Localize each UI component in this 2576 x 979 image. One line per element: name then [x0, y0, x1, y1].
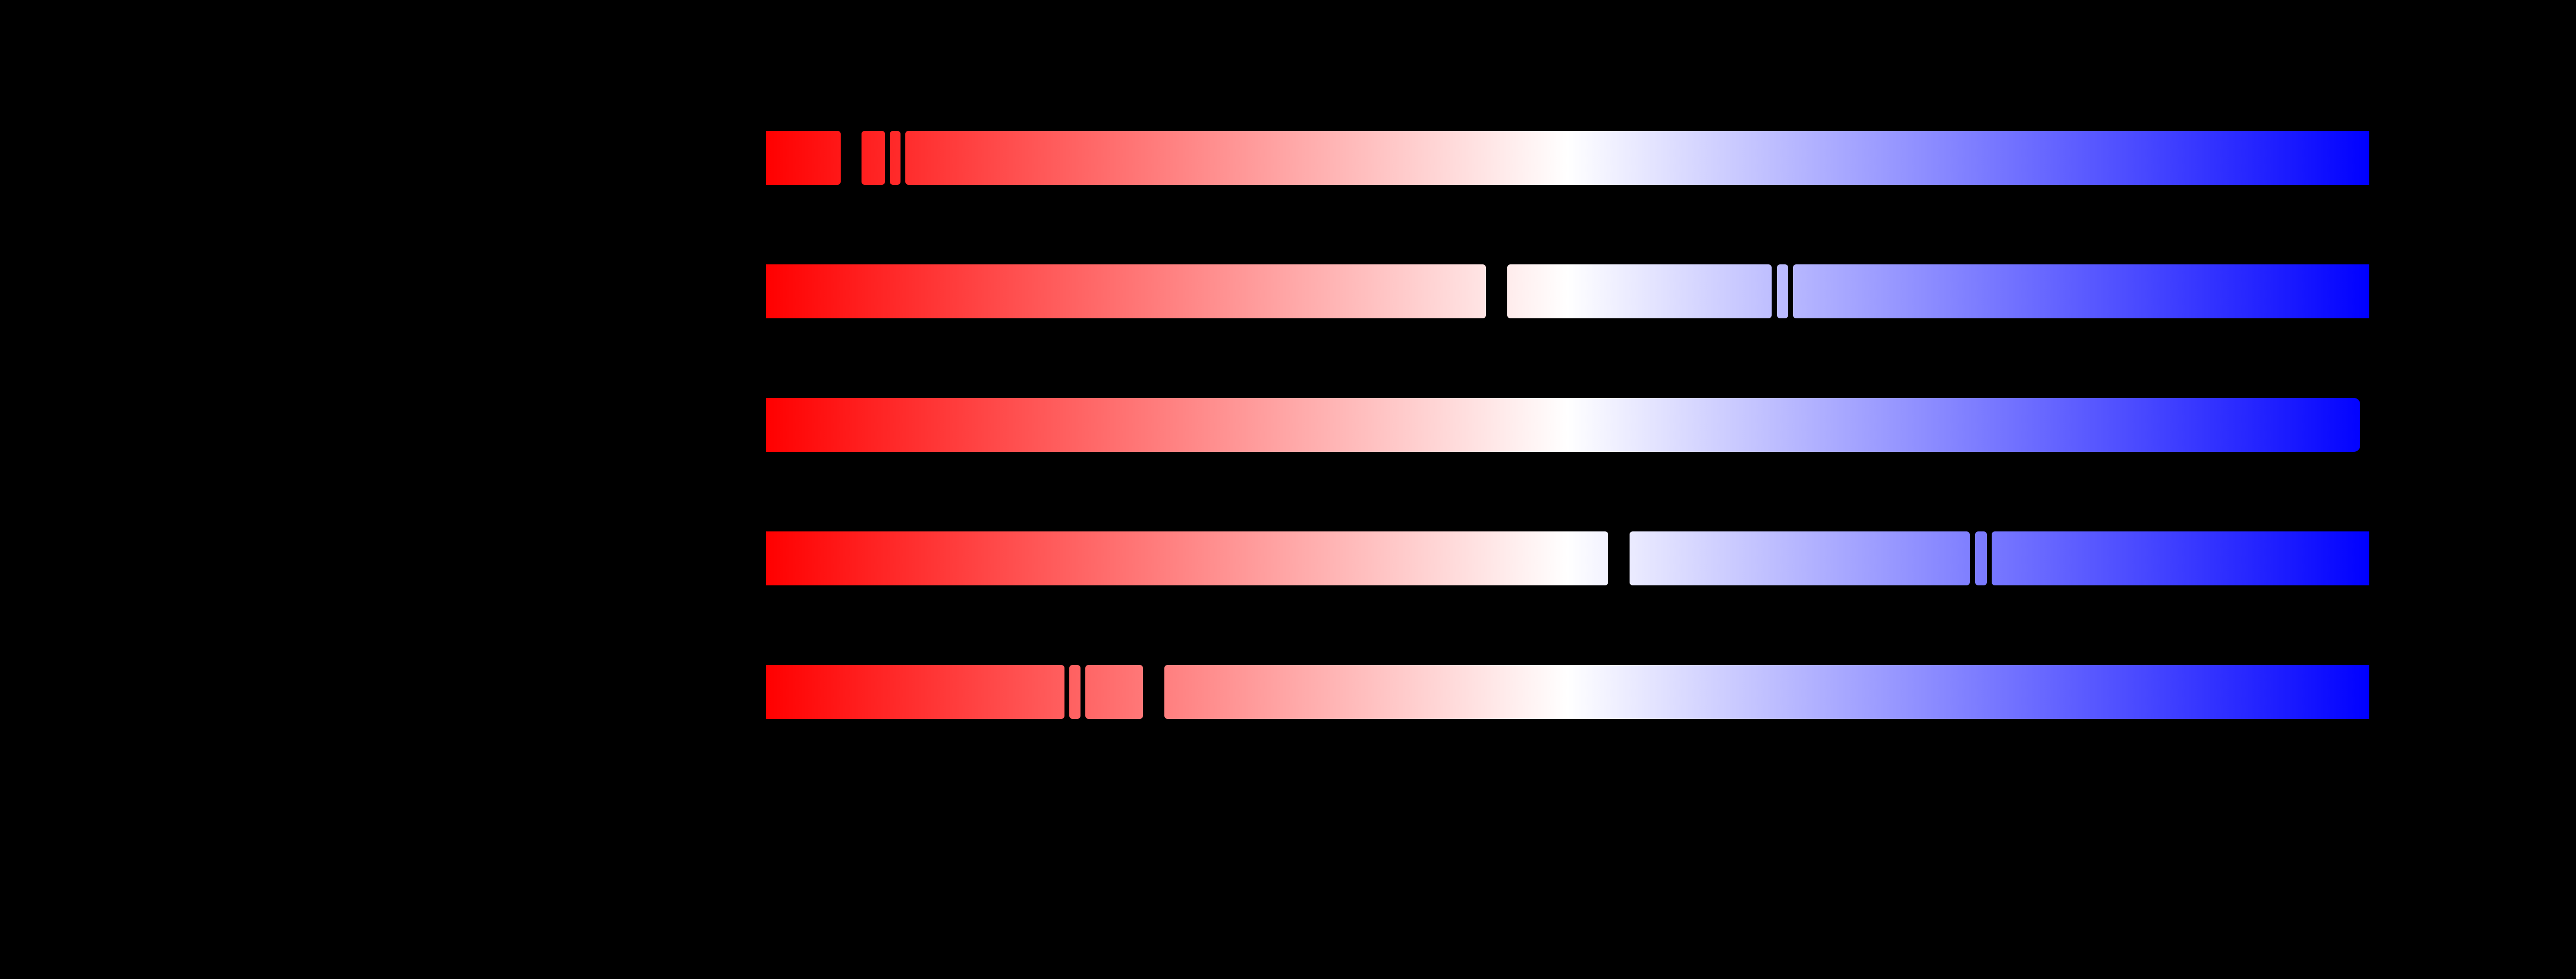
bar-row-2-segment-1: [766, 264, 1486, 318]
bar-row-2-segment-3: [1507, 264, 1772, 318]
bar-row-4-segment-1: [766, 531, 1608, 585]
bar-row-5-segment-1: [766, 665, 1064, 719]
bar-row-1-segment-4: [905, 131, 2369, 185]
bar-row-4-segment-4: [1992, 531, 2369, 585]
bar-row-2-segment-4: [1777, 264, 1788, 318]
bar-row-5-segment-3: [1085, 665, 1143, 719]
bar-row-4-segment-2: [1630, 531, 1970, 585]
bar-row-3-segment-1: [766, 398, 2360, 452]
bar-row-5-segment-4: [1164, 665, 2369, 719]
bar-row-1-segment-2: [862, 131, 885, 185]
bar-row-1-segment-1: [766, 131, 841, 185]
bar-row-4-segment-3: [1975, 531, 1987, 585]
bar-row-1-segment-3: [890, 131, 901, 185]
bar-row-5-segment-2: [1069, 665, 1080, 719]
bar-row-2-segment-5: [1793, 264, 2369, 318]
